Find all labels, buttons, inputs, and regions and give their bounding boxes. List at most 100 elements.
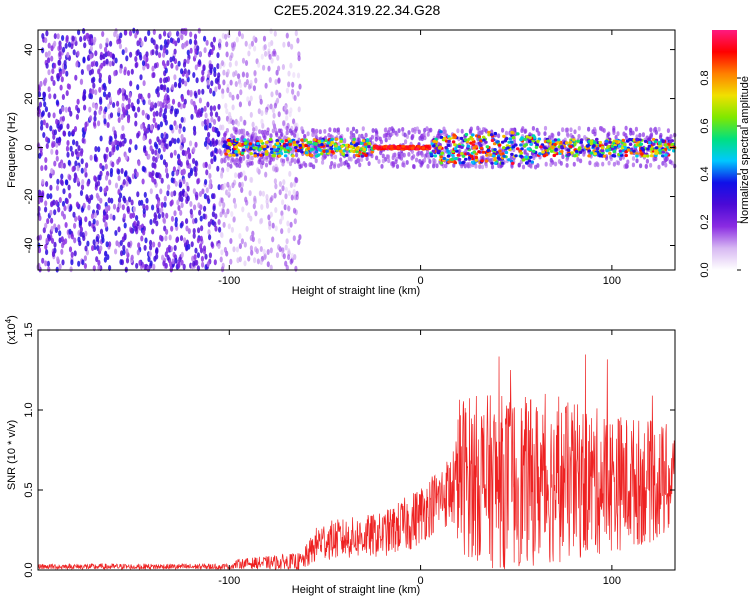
spectrogram-cell bbox=[152, 117, 156, 124]
spectrogram-cell bbox=[319, 152, 324, 156]
spectrogram-cell bbox=[162, 217, 166, 224]
spectrogram-cell bbox=[183, 98, 187, 105]
spectrogram-cell bbox=[209, 87, 213, 94]
spectrogram-cell bbox=[122, 179, 126, 185]
spectrogram-cell bbox=[296, 72, 301, 79]
spectrogram-cell bbox=[149, 188, 153, 195]
spectrogram-cell bbox=[180, 133, 184, 140]
spectrogram-cell bbox=[145, 197, 149, 204]
spectrogram-cell bbox=[117, 175, 121, 182]
snr-x-label: Height of straight line (km) bbox=[292, 584, 420, 596]
spectrogram-cell bbox=[45, 181, 49, 187]
spectrogram-cell bbox=[461, 161, 465, 165]
spectrogram-cell bbox=[185, 159, 190, 166]
spectrogram-cell bbox=[304, 151, 309, 155]
spectrogram-cell bbox=[249, 147, 253, 151]
spectrogram-cell bbox=[103, 153, 107, 160]
spectrogram-cell bbox=[477, 135, 482, 139]
spectrogram-cell bbox=[103, 118, 107, 125]
spectrogram-cell bbox=[643, 139, 648, 143]
spectrogram-cell bbox=[668, 140, 673, 144]
spectrogram-cell bbox=[182, 126, 186, 133]
spectrogram-cell bbox=[595, 137, 599, 141]
spectrogram-cell bbox=[433, 159, 437, 164]
spectrogram-cell bbox=[657, 126, 661, 132]
spectrogram-cell bbox=[622, 131, 626, 137]
spectrogram-cell bbox=[355, 153, 359, 157]
spectrogram-cell bbox=[71, 166, 75, 173]
spectrogram-cell bbox=[74, 148, 78, 155]
spectrogram-cell bbox=[275, 69, 279, 76]
spectrogram-cell bbox=[285, 130, 289, 136]
spectrogram-cell bbox=[203, 205, 207, 212]
spectrogram-cell bbox=[226, 138, 231, 142]
spectrogram-cell bbox=[159, 77, 163, 84]
spectrogram-cell bbox=[129, 80, 133, 87]
spectrogram-cell bbox=[144, 237, 148, 244]
spectrogram-cell bbox=[504, 150, 509, 155]
spectrogram-cell bbox=[456, 153, 461, 157]
spectrogram-cell bbox=[109, 112, 114, 119]
spectrogram-cell bbox=[333, 154, 338, 160]
spectrogram-cell bbox=[206, 79, 210, 86]
spectrogram-cell bbox=[378, 136, 382, 142]
spectrogram-cell bbox=[175, 170, 179, 177]
spectrogram-cell bbox=[569, 145, 573, 149]
spectrogram-cell bbox=[292, 189, 296, 195]
spectrogram-cell bbox=[52, 80, 56, 86]
spectrogram-cell bbox=[178, 77, 182, 84]
spectrogram-cell bbox=[368, 147, 372, 153]
spectrogram-cell bbox=[635, 154, 639, 158]
spectrogram-cell bbox=[150, 102, 154, 109]
spectrogram-cell bbox=[211, 126, 215, 133]
spectrogram-cell bbox=[63, 59, 67, 66]
colorbar: 0.00.20.40.60.8 Normalized spectral ampl… bbox=[699, 30, 750, 278]
spectrogram-cell bbox=[260, 110, 264, 117]
spectrogram-cell bbox=[273, 50, 277, 57]
spectrogram-cell bbox=[125, 55, 129, 62]
spectrogram-cell bbox=[115, 33, 120, 40]
spectrogram-cell bbox=[271, 222, 275, 229]
spectrogram-cell bbox=[203, 35, 207, 42]
spectrogram-cell bbox=[61, 106, 65, 113]
spectrogram-cell bbox=[243, 241, 247, 248]
spectrogram-cell bbox=[281, 64, 285, 70]
spectrogram-cell bbox=[417, 129, 421, 135]
spectrogram-cell bbox=[297, 51, 301, 58]
spectrogram-cell bbox=[352, 137, 357, 141]
spectrogram-cell bbox=[349, 156, 353, 162]
spectrogram-cell bbox=[472, 150, 477, 154]
spectrogram-cell bbox=[119, 192, 123, 199]
spectrogram-cell bbox=[74, 74, 78, 81]
spectrogram-cell bbox=[629, 151, 634, 155]
spectrogram-cell bbox=[606, 132, 610, 138]
spectrogram-cell bbox=[206, 118, 210, 125]
spectrogram-cell bbox=[535, 127, 539, 133]
spectrogram-cell bbox=[415, 126, 419, 132]
spectrogram-cell bbox=[42, 227, 46, 234]
spectrogram-cell bbox=[67, 130, 71, 137]
spectrogram-cell bbox=[352, 133, 356, 138]
spectrogram-cell bbox=[593, 162, 597, 168]
spectrogram-cell bbox=[239, 158, 243, 164]
spectrogram-cell bbox=[179, 144, 183, 151]
spectrogram-cell bbox=[56, 73, 60, 80]
spectrogram-cell bbox=[481, 150, 486, 154]
spectrogram-cell bbox=[484, 140, 488, 144]
spectrogram-cell bbox=[580, 143, 584, 149]
spectrogram-cell bbox=[179, 235, 184, 242]
spectrogram-cell bbox=[199, 215, 203, 222]
spectrogram-cell bbox=[88, 93, 92, 99]
spectrogram-cell bbox=[631, 162, 636, 168]
spectrogram-cell bbox=[370, 134, 374, 140]
spectrogram-cell bbox=[298, 143, 303, 147]
spectrogram-cell bbox=[163, 137, 167, 144]
spectrogram-cell bbox=[317, 153, 321, 157]
spectrogram-cell bbox=[466, 152, 470, 156]
spectrogram-cell bbox=[272, 112, 276, 119]
spectrogram-cell bbox=[250, 40, 254, 47]
spectrogram-cell bbox=[392, 162, 396, 168]
spectrogram-cell bbox=[105, 213, 109, 220]
spectrogram-cell bbox=[311, 147, 315, 151]
spectrogram-cell bbox=[205, 187, 209, 194]
